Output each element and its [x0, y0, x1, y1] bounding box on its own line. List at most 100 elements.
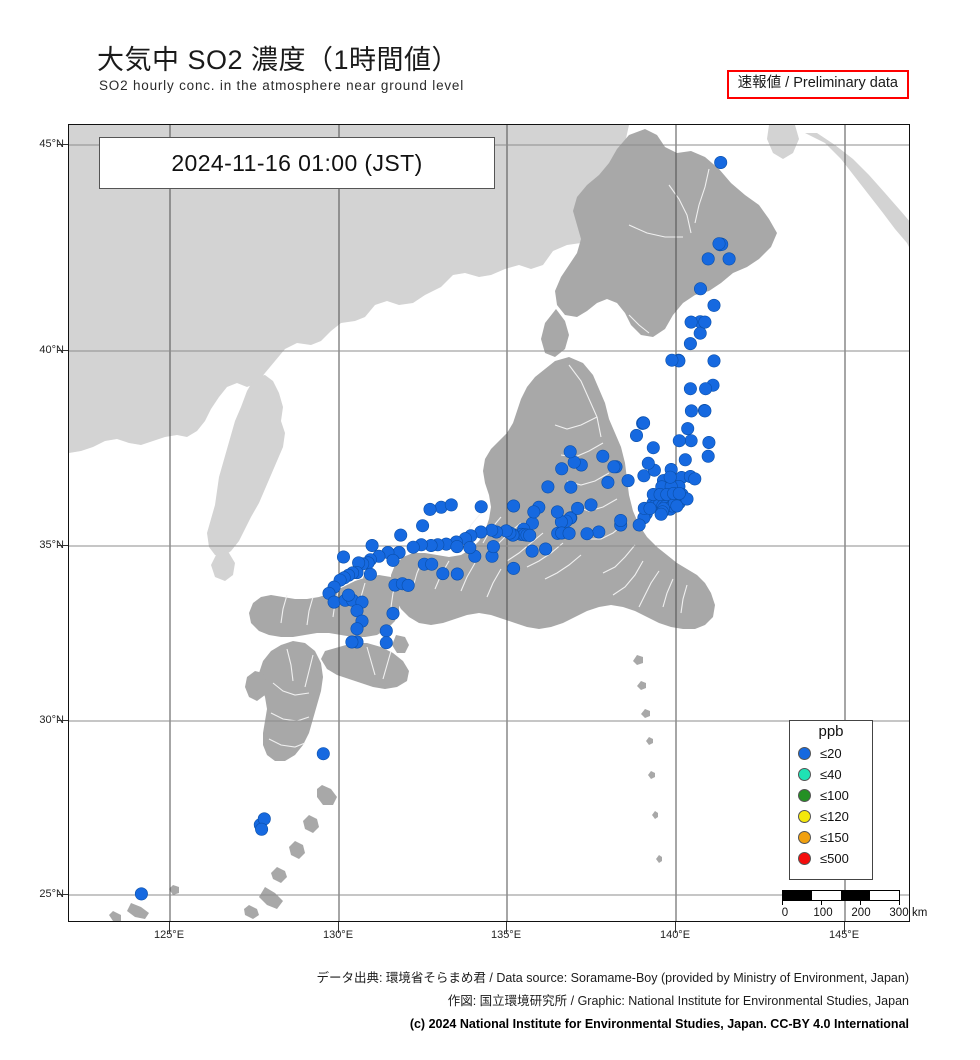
station-point — [688, 472, 702, 486]
station-point — [670, 499, 684, 513]
scale-tick-300 — [899, 901, 900, 905]
legend-item-label: ≤500 — [820, 850, 849, 866]
station-point — [327, 595, 341, 609]
station-point — [621, 474, 635, 488]
legend-swatch-icon — [798, 830, 811, 844]
legend-item: ≤20 — [790, 743, 872, 764]
lon-tick-130: 130°E — [322, 929, 354, 941]
legend-swatch-icon — [798, 809, 811, 823]
scale-tick-200 — [860, 901, 861, 905]
legend-item: ≤100 — [790, 785, 872, 806]
station-point — [423, 502, 437, 516]
page-title: 大気中 SO2 濃度（1時間値） — [97, 45, 460, 75]
legend-item: ≤150 — [790, 827, 872, 848]
station-point — [416, 519, 430, 533]
scale-bar-segment-3 — [841, 891, 870, 900]
station-point — [663, 470, 677, 484]
station-point — [444, 498, 458, 512]
lon-tickmark-125 — [169, 922, 170, 933]
station-point — [701, 252, 715, 266]
station-point — [683, 337, 697, 351]
station-point — [550, 505, 564, 519]
legend-item-label: ≤40 — [820, 766, 842, 782]
lon-tick-135: 135°E — [490, 929, 522, 941]
station-point — [712, 237, 726, 251]
station-point — [641, 456, 655, 470]
station-point — [702, 435, 716, 449]
map-canvas — [69, 125, 909, 921]
station-point — [485, 523, 499, 537]
station-point — [637, 469, 651, 483]
map-plot-area[interactable] — [68, 124, 910, 922]
legend-item-label: ≤20 — [820, 745, 842, 761]
station-point — [523, 528, 537, 542]
station-point — [665, 353, 679, 367]
station-point — [425, 557, 439, 571]
scale-bar-segment-1 — [783, 891, 812, 900]
lon-tick-125: 125°E — [153, 929, 185, 941]
station-point — [684, 434, 698, 448]
lat-tick-30: 30°N — [39, 714, 64, 726]
station-point — [684, 404, 698, 418]
station-point — [379, 636, 393, 650]
lon-tick-145: 145°E — [828, 929, 860, 941]
scale-label-100: 100 — [813, 907, 833, 919]
station-point — [701, 449, 715, 463]
station-point — [386, 553, 400, 567]
scale-bar-segment-4 — [870, 891, 899, 900]
station-point — [678, 453, 692, 467]
lat-tick-45: 45°N — [39, 138, 64, 150]
scale-bar-segments — [782, 890, 900, 901]
station-point — [507, 561, 521, 575]
station-point — [474, 500, 488, 514]
lat-tickmark-35 — [57, 545, 68, 546]
lon-tickmark-135 — [506, 922, 507, 933]
station-point — [341, 588, 355, 602]
station-point — [707, 354, 721, 368]
station-point — [386, 606, 400, 620]
station-point — [507, 499, 521, 513]
station-point — [693, 282, 707, 296]
station-point — [350, 604, 364, 618]
lat-tickmark-40 — [57, 350, 68, 351]
lat-tickmark-30 — [57, 720, 68, 721]
legend-item-label: ≤150 — [820, 829, 849, 845]
lat-tick-40: 40°N — [39, 344, 64, 356]
station-point — [450, 540, 464, 554]
station-point — [463, 541, 477, 555]
status-badge: 速報値 / Preliminary data — [726, 70, 909, 99]
legend-item-label: ≤120 — [820, 808, 849, 824]
station-point — [564, 480, 578, 494]
station-point — [541, 480, 555, 494]
station-point — [683, 382, 697, 396]
station-point — [584, 498, 598, 512]
legend-title: ppb — [818, 723, 844, 740]
legend-item: ≤500 — [790, 848, 872, 869]
footer-graphic-credit: 作図: 国立環境研究所 / Graphic: National Institut… — [447, 994, 909, 1008]
station-point — [580, 527, 594, 541]
station-point — [714, 155, 728, 169]
legend-swatch-icon — [798, 788, 811, 802]
legend-swatch-icon — [798, 851, 811, 865]
station-point — [643, 501, 657, 515]
station-point — [699, 382, 713, 396]
station-point — [539, 542, 553, 556]
station-point — [406, 540, 420, 554]
station-point — [365, 538, 379, 552]
station-point — [614, 513, 628, 527]
station-point — [681, 422, 695, 436]
station-point — [350, 622, 364, 636]
footer-data-source: データ出典: 環境省そらまめ君 / Data source: Soramame-… — [316, 971, 909, 985]
station-point — [345, 635, 359, 649]
station-point — [632, 518, 646, 532]
station-point — [707, 298, 721, 312]
timestamp-box: 2024-11-16 01:00 (JST) — [99, 137, 495, 189]
station-point — [637, 416, 651, 430]
station-point — [486, 540, 500, 554]
station-point — [525, 544, 539, 558]
legend-item-label: ≤100 — [820, 787, 849, 803]
station-point — [698, 315, 712, 329]
station-point — [722, 252, 736, 266]
station-point — [555, 462, 569, 476]
scale-label-200: 200 — [851, 907, 871, 919]
